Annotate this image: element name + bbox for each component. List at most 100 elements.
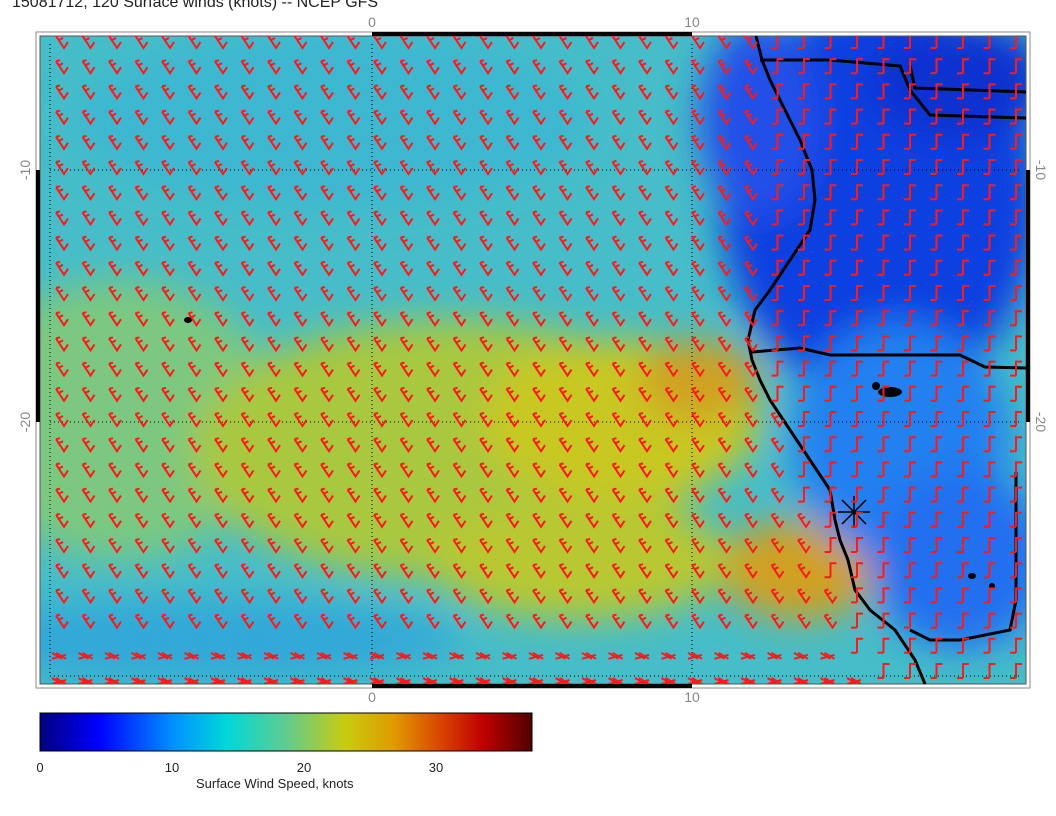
wind-barb xyxy=(957,335,969,352)
wind-barb xyxy=(798,360,810,377)
wind-barb xyxy=(320,134,334,151)
wind-barb xyxy=(426,336,440,353)
colorbar-tick-10: 10 xyxy=(164,760,180,775)
wind-barb xyxy=(793,651,809,660)
wind-barb xyxy=(851,234,863,251)
wind-barb xyxy=(744,588,758,605)
wind-barb xyxy=(108,235,122,252)
wind-barb xyxy=(766,651,783,660)
wind-barb xyxy=(320,185,334,202)
wind-barb xyxy=(611,613,626,630)
wind-barb xyxy=(289,677,306,684)
wind-barb xyxy=(1010,411,1022,427)
wind-barb xyxy=(505,286,520,302)
wind-barb xyxy=(798,36,805,49)
wind-barb xyxy=(930,83,943,100)
wind-barb xyxy=(479,210,493,227)
wind-barb xyxy=(877,486,890,503)
wind-barb xyxy=(399,538,414,554)
wind-barb xyxy=(1010,511,1022,528)
wind-barb xyxy=(744,386,758,403)
wind-barb xyxy=(798,184,810,201)
wind-barb xyxy=(346,185,361,202)
wind-barb xyxy=(740,651,756,660)
wind-barb xyxy=(983,562,996,579)
wind-barb xyxy=(130,651,147,660)
wind-barb xyxy=(293,260,308,277)
wind-barb xyxy=(236,677,253,684)
wind-barb xyxy=(611,84,626,101)
wind-barb xyxy=(161,134,175,151)
wind-barb xyxy=(55,336,69,353)
wind-barb xyxy=(293,512,308,529)
wind-barb xyxy=(81,59,96,76)
wind-barb xyxy=(399,386,414,403)
wind-barb xyxy=(289,651,306,660)
wind-barb xyxy=(851,36,858,49)
wind-barb xyxy=(320,260,334,277)
wind-barb xyxy=(611,336,626,353)
wind-barb xyxy=(771,335,784,352)
wind-barb xyxy=(448,677,465,684)
wind-barb xyxy=(426,36,440,50)
wind-barb xyxy=(373,160,387,176)
wind-barb xyxy=(877,234,890,251)
wind-barb xyxy=(108,462,122,479)
wind-barb xyxy=(293,160,308,176)
wind-barb xyxy=(81,563,96,580)
wind-barb xyxy=(664,588,679,605)
wind-barb xyxy=(691,412,705,428)
wind-barb xyxy=(585,613,599,630)
wind-barb xyxy=(983,159,996,175)
wind-barb xyxy=(532,286,546,302)
wind-barb xyxy=(664,260,679,277)
wind-barb xyxy=(81,588,96,605)
wind-barb xyxy=(267,437,281,454)
wind-barb xyxy=(81,84,96,101)
wind-barb xyxy=(558,286,573,302)
wind-barb xyxy=(81,386,96,403)
colorbar-tick-20: 20 xyxy=(296,760,312,775)
wind-barb xyxy=(691,84,705,101)
wind-barb xyxy=(134,412,149,428)
wind-barb xyxy=(505,588,520,605)
wind-barb xyxy=(824,83,837,100)
top-tick-10: 10 xyxy=(684,14,700,30)
wind-barb xyxy=(108,260,122,277)
wind-barb xyxy=(426,109,440,126)
wind-barb xyxy=(1010,587,1022,604)
wind-barb xyxy=(505,109,520,126)
wind-barb xyxy=(161,59,175,76)
wind-barb xyxy=(320,588,334,605)
wind-barb xyxy=(479,613,493,630)
wind-barb xyxy=(452,311,467,328)
wind-barb xyxy=(373,109,387,126)
wind-barb xyxy=(479,160,493,176)
wind-barb xyxy=(346,412,361,428)
wind-barb xyxy=(479,538,493,554)
wind-barb xyxy=(717,538,732,554)
wind-barb xyxy=(399,437,414,454)
wind-barb xyxy=(744,84,758,101)
wind-barb xyxy=(558,512,573,529)
wind-barb xyxy=(187,361,202,378)
wind-barb xyxy=(55,36,69,50)
wind-barb xyxy=(824,436,837,453)
wind-barb xyxy=(81,286,96,302)
wind-barb xyxy=(798,385,810,402)
wind-barb xyxy=(744,437,758,454)
wind-barb xyxy=(399,512,414,529)
wind-barb xyxy=(161,538,175,554)
wind-barb xyxy=(373,134,387,151)
wind-barb xyxy=(187,84,202,101)
wind-barb xyxy=(798,234,810,251)
wind-barb xyxy=(611,36,626,50)
wind-barb xyxy=(161,462,175,479)
wind-barb xyxy=(744,260,758,277)
wind-barb xyxy=(717,563,732,580)
wind-barb xyxy=(1010,486,1022,503)
wind-barb xyxy=(214,538,228,554)
wind-barb xyxy=(346,361,361,378)
wind-barb xyxy=(691,185,705,202)
wind-barb xyxy=(824,184,837,201)
